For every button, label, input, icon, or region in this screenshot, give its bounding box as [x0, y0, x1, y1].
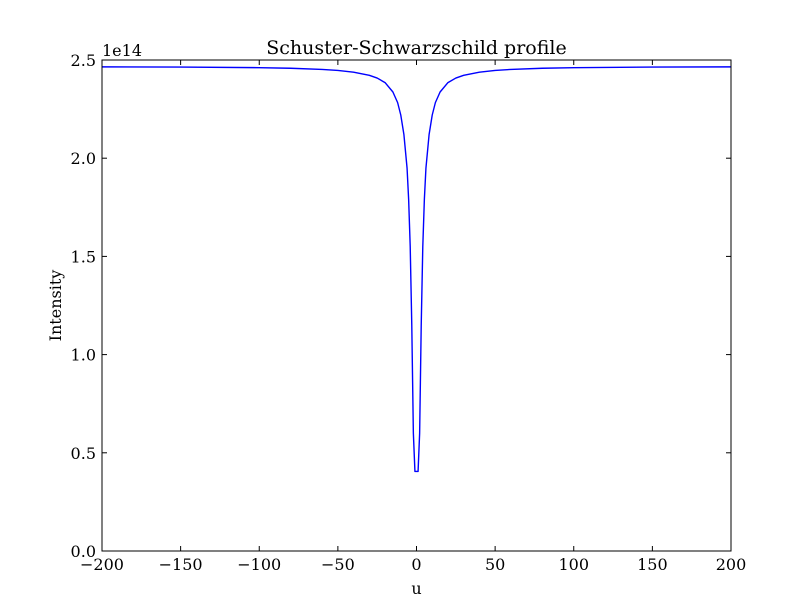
x-tick-label: 100: [558, 555, 589, 574]
y-offset-label: 1e14: [102, 41, 142, 60]
y-axis-label: Intensity: [46, 270, 65, 342]
tick-labels: −200 −150 −100 −50 0 50 100 150 200 0.0 0.5 1.0 1.5 2…: [71, 51, 747, 574]
x-tick-label: −50: [321, 555, 355, 574]
x-axis-label: u: [411, 579, 421, 598]
x-tick-label: −150: [159, 555, 203, 574]
series-line-0: [101, 66, 732, 473]
axes-frame: [101, 59, 732, 552]
x-tick-label: 150: [637, 555, 668, 574]
y-tick-label: 2.0: [71, 149, 96, 168]
x-tick-label: −200: [80, 555, 124, 574]
x-tick-label: 200: [716, 555, 747, 574]
chart-title: Schuster-Schwarzschild profile: [266, 37, 567, 59]
plot-area: [101, 66, 732, 473]
y-tick-label: 0.0: [71, 542, 96, 561]
y-tick-label: 1.0: [71, 346, 96, 365]
x-tick-label: 50: [485, 555, 505, 574]
x-tick-label: 0: [411, 555, 421, 574]
y-tick-label: 2.5: [71, 51, 96, 70]
y-tick-label: 0.5: [71, 444, 96, 463]
x-tick-label: −100: [237, 555, 281, 574]
y-tick-label: 1.5: [71, 247, 96, 266]
